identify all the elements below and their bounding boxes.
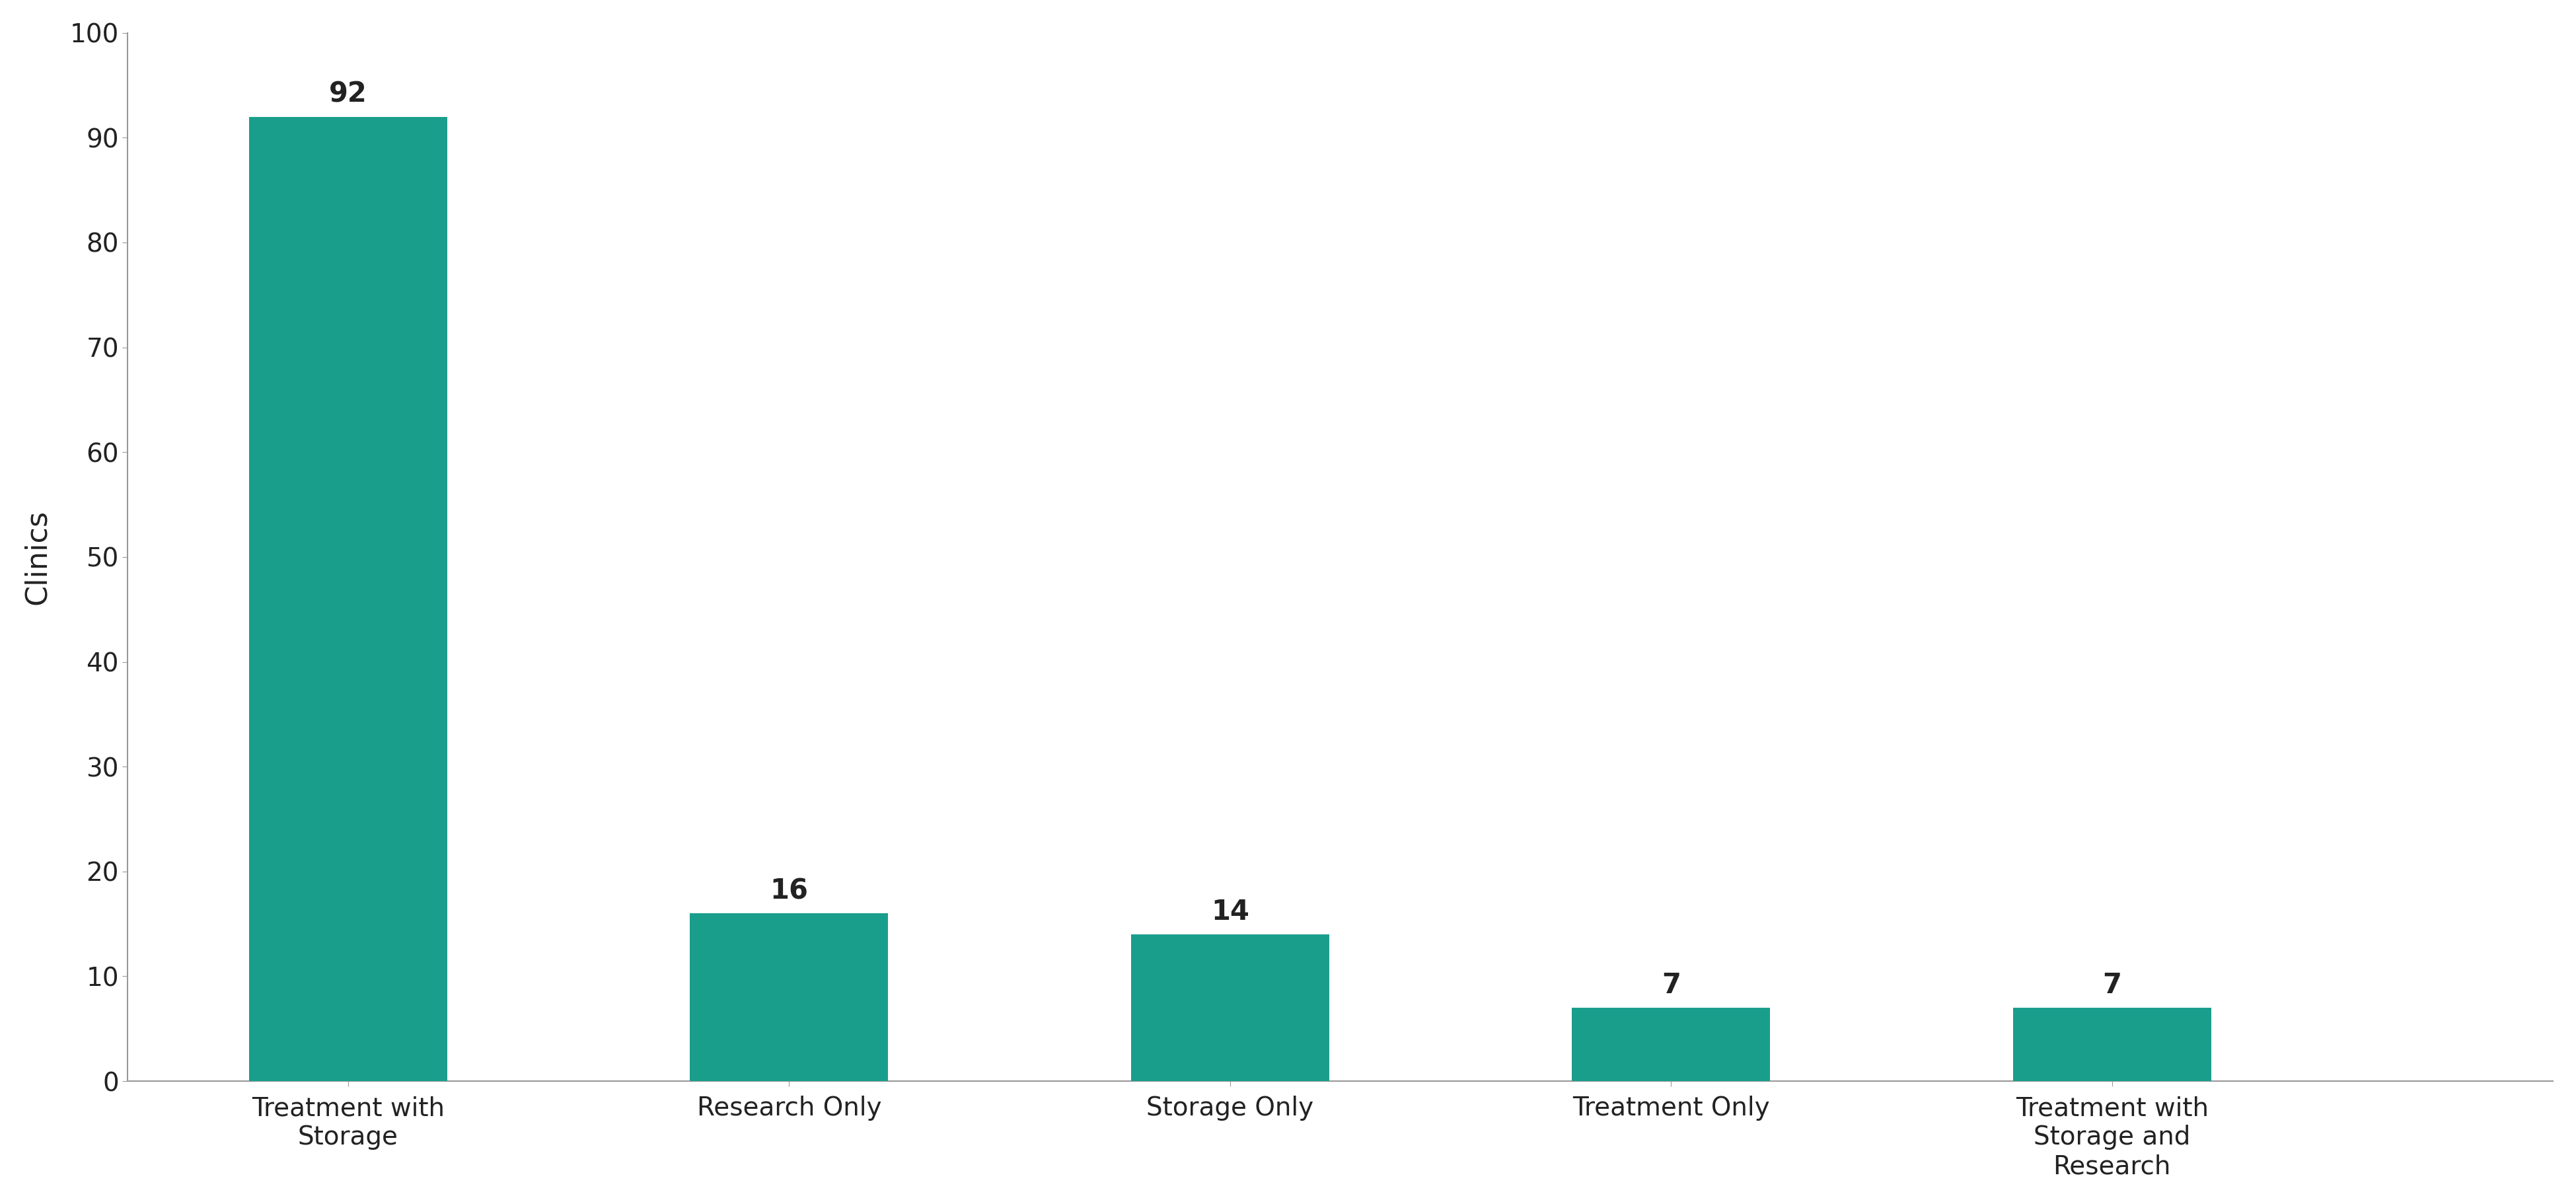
Text: 14: 14 bbox=[1211, 898, 1249, 926]
Text: 7: 7 bbox=[2102, 971, 2123, 999]
Bar bbox=[250, 117, 448, 1081]
Bar bbox=[690, 914, 889, 1081]
Y-axis label: Clinics: Clinics bbox=[23, 510, 52, 605]
Text: 7: 7 bbox=[1662, 971, 1680, 999]
Bar bbox=[1571, 1007, 1770, 1081]
Bar bbox=[2012, 1007, 2210, 1081]
Bar bbox=[1131, 934, 1329, 1081]
Text: 16: 16 bbox=[770, 877, 809, 905]
Text: 92: 92 bbox=[330, 81, 368, 108]
